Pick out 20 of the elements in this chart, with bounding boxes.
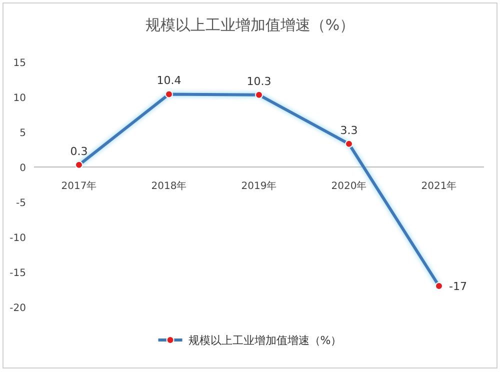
y-tick-label: -20 [10, 303, 26, 314]
data-label: -17 [449, 280, 467, 293]
x-tick-label: 2020年 [331, 180, 367, 192]
y-tick-label: -15 [10, 268, 26, 279]
legend-label: 规模以上工业增加值增速（%） [188, 334, 342, 347]
y-tick-label: -10 [10, 233, 26, 244]
data-label: 10.3 [246, 74, 272, 88]
x-tick-label: 2021年 [421, 180, 457, 192]
chart-title: 规模以上工业增加值增速（%） [145, 16, 355, 34]
x-tick-label: 2017年 [61, 180, 97, 192]
y-tick-label: 0 [20, 163, 26, 174]
x-tick-label: 2019年 [241, 180, 277, 192]
data-label: 0.3 [70, 144, 88, 158]
y-tick-label: 5 [20, 128, 26, 139]
x-tick-label: 2018年 [151, 180, 187, 192]
y-tick-label: -5 [16, 198, 26, 209]
data-label: 10.4 [156, 74, 182, 88]
data-label: 3.3 [340, 124, 358, 137]
y-tick-label: 15 [13, 58, 26, 69]
y-tick-label: 10 [13, 93, 26, 104]
